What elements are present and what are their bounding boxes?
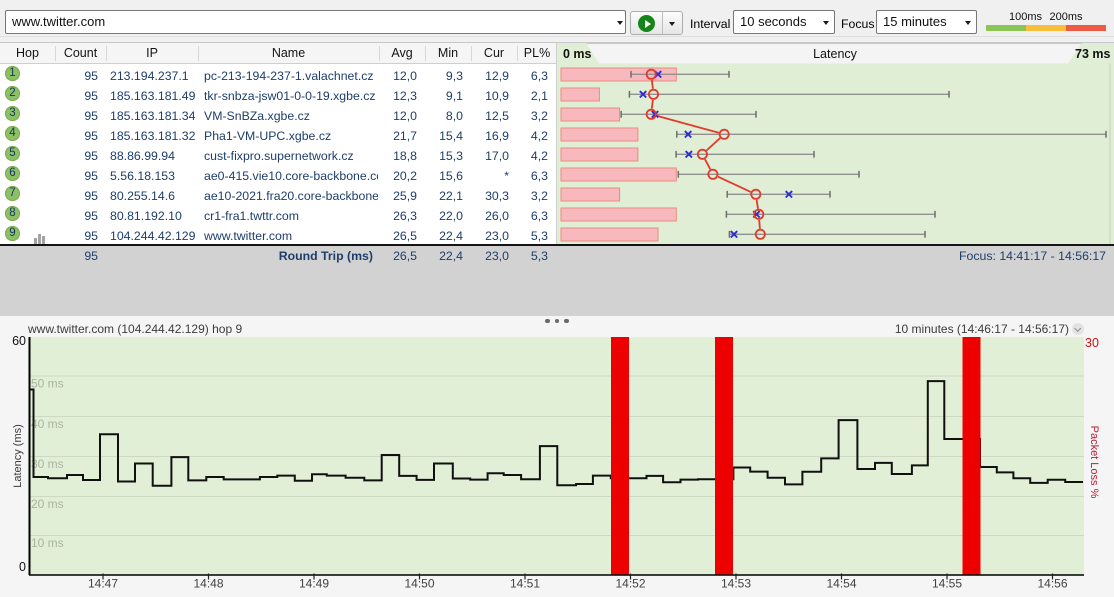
svg-text:14:47: 14:47 bbox=[88, 577, 118, 591]
svg-text:Latency (ms): Latency (ms) bbox=[12, 424, 24, 488]
svg-text:14:51: 14:51 bbox=[510, 577, 540, 591]
svg-text:14:50: 14:50 bbox=[404, 577, 434, 591]
svg-text:14:53: 14:53 bbox=[721, 577, 751, 591]
svg-text:14:56: 14:56 bbox=[1037, 577, 1067, 591]
svg-text:Latency: Latency bbox=[813, 47, 858, 61]
svg-text:20 ms: 20 ms bbox=[31, 497, 64, 511]
svg-text:60: 60 bbox=[12, 336, 26, 348]
svg-text:50 ms: 50 ms bbox=[31, 377, 64, 391]
svg-text:Packet Loss %: Packet Loss % bbox=[1088, 426, 1100, 499]
svg-text:73 ms: 73 ms bbox=[1075, 47, 1110, 61]
svg-text:30 ms: 30 ms bbox=[31, 457, 64, 471]
svg-text:14:52: 14:52 bbox=[615, 577, 645, 591]
svg-text:0 ms: 0 ms bbox=[563, 47, 592, 61]
svg-text:14:55: 14:55 bbox=[932, 577, 962, 591]
svg-text:10 ms: 10 ms bbox=[31, 536, 64, 550]
svg-text:30: 30 bbox=[1085, 336, 1099, 350]
svg-text:14:48: 14:48 bbox=[193, 577, 223, 591]
svg-text:14:54: 14:54 bbox=[826, 577, 856, 591]
svg-text:40 ms: 40 ms bbox=[31, 417, 64, 431]
svg-text:14:49: 14:49 bbox=[299, 577, 329, 591]
svg-text:0: 0 bbox=[19, 560, 26, 574]
